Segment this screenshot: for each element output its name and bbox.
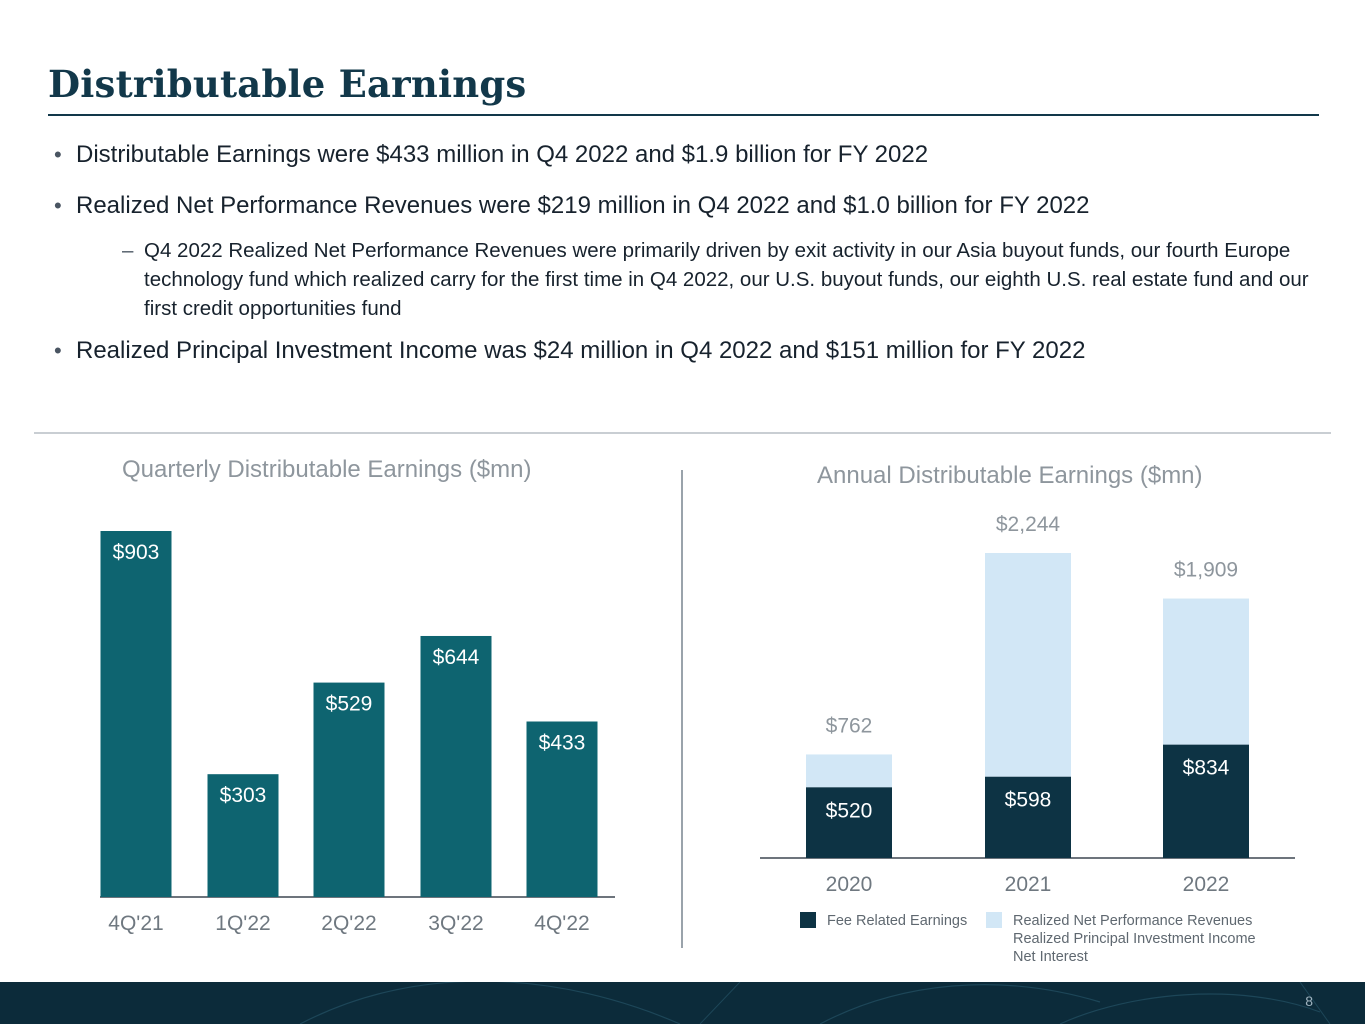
legend-line: Realized Principal Investment Income xyxy=(1013,931,1256,947)
annual-bar-other xyxy=(806,754,892,788)
sub-bullet-text: Q4 2022 Realized Net Performance Revenue… xyxy=(144,239,1309,320)
footer-bar: 8 xyxy=(0,982,1365,1024)
bullet-text: Realized Net Performance Revenues were $… xyxy=(76,192,1090,219)
annual-bar-fee-related xyxy=(985,776,1071,858)
bullet-item: • Distributable Earnings were $433 milli… xyxy=(54,140,1314,170)
page-number: 8 xyxy=(1305,993,1313,1009)
quarterly-bar-label: $903 xyxy=(113,541,160,564)
legend-line: Realized Net Performance Revenues xyxy=(1013,913,1253,929)
legend-line: Net Interest xyxy=(1013,949,1088,965)
bullet-text: Realized Principal Investment Income was… xyxy=(76,337,1086,364)
bullet-dot-icon: • xyxy=(54,142,62,167)
bullet-dot-icon: • xyxy=(54,338,62,363)
quarterly-bar-label: $644 xyxy=(433,646,480,669)
quarterly-bar xyxy=(526,721,598,897)
dash-icon: – xyxy=(122,239,134,262)
bullet-dot-icon: • xyxy=(54,193,62,218)
bullet-item: • Realized Principal Investment Income w… xyxy=(54,336,1314,366)
quarterly-bar xyxy=(313,682,385,897)
annual-total-label: $2,244 xyxy=(996,513,1061,536)
quarterly-chart-title: Quarterly Distributable Earnings ($mn) xyxy=(122,456,532,483)
bullet-list: • Distributable Earnings were $433 milli… xyxy=(54,140,1314,387)
quarterly-category-label: 3Q'22 xyxy=(428,912,483,935)
annual-bar-other xyxy=(1163,598,1249,745)
quarterly-category-label: 2Q'22 xyxy=(321,912,376,935)
quarterly-category-label: 4Q'21 xyxy=(108,912,163,935)
quarterly-category-label: 4Q'22 xyxy=(534,912,589,935)
quarterly-bar-label: $303 xyxy=(220,784,267,807)
legend-swatch-other xyxy=(986,912,1002,928)
annual-chart-title: Annual Distributable Earnings ($mn) xyxy=(817,462,1203,489)
quarterly-bar xyxy=(420,635,492,897)
annual-fee-label: $834 xyxy=(1183,757,1230,780)
annual-legend: Fee Related Earnings Realized Net Perfor… xyxy=(800,912,1280,968)
sub-bullet-item: – Q4 2022 Realized Net Performance Reven… xyxy=(122,236,1314,323)
quarterly-bar-label: $433 xyxy=(539,731,586,754)
annual-category-label: 2021 xyxy=(1005,873,1052,896)
page-title: Distributable Earnings xyxy=(48,62,527,106)
section-divider xyxy=(34,432,1331,434)
legend-label-fee-related: Fee Related Earnings xyxy=(827,913,968,929)
legend-label-other: Realized Net Performance Revenues Realiz… xyxy=(1013,912,1256,966)
bullet-text: Distributable Earnings were $433 million… xyxy=(76,141,929,168)
annual-bar-other xyxy=(985,553,1071,777)
annual-total-label: $762 xyxy=(826,714,873,737)
annual-bar-fee-related xyxy=(806,787,892,858)
annual-bar-fee-related xyxy=(1163,744,1249,858)
title-divider xyxy=(48,114,1319,116)
quarterly-bar-label: $529 xyxy=(326,693,373,716)
legend-swatch-fee-related xyxy=(800,912,816,928)
chart-divider xyxy=(681,470,683,948)
annual-fee-label: $520 xyxy=(826,799,873,822)
footer-decoration xyxy=(299,982,1331,1024)
bullet-item: • Realized Net Performance Revenues were… xyxy=(54,191,1314,221)
charts-canvas: $903 4Q'21 $303 1Q'22 $529 2Q'22 $644 3Q'22 $433… xyxy=(100,513,1295,935)
annual-fee-label: $598 xyxy=(1005,789,1052,812)
annual-category-label: 2022 xyxy=(1183,873,1230,896)
quarterly-bar xyxy=(207,774,279,897)
quarterly-category-label: 1Q'22 xyxy=(215,912,270,935)
annual-total-label: $1,909 xyxy=(1174,559,1238,582)
quarterly-bar xyxy=(100,531,172,897)
annual-category-label: 2020 xyxy=(826,873,873,896)
